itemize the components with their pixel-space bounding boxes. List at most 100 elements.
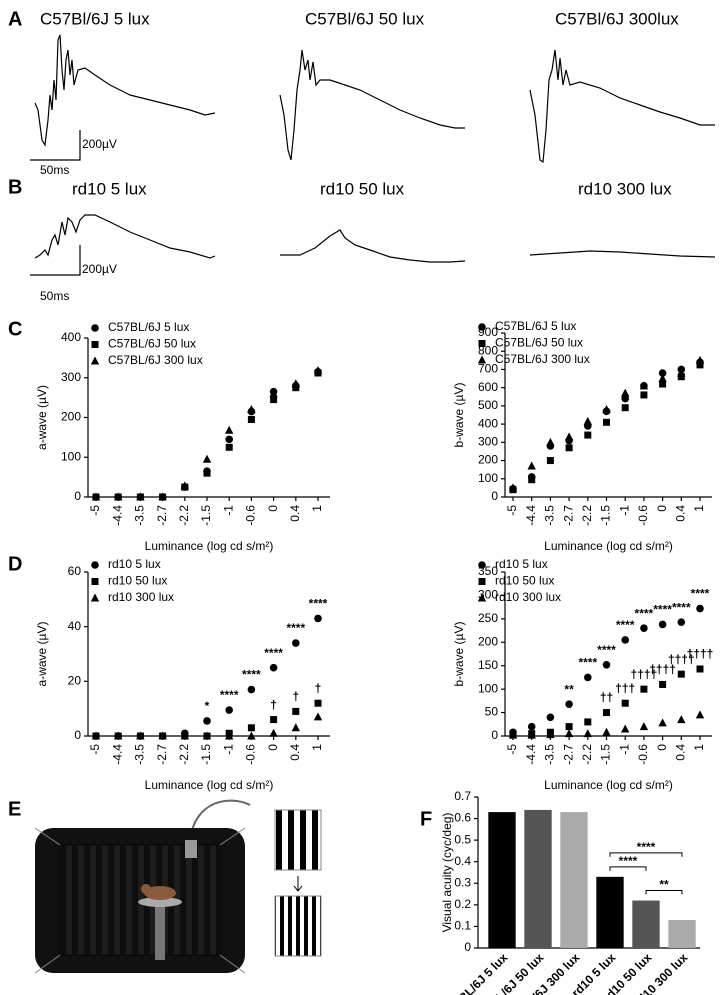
y-tick-label: 0.3 — [454, 875, 471, 889]
marker — [291, 723, 300, 732]
marker — [158, 731, 167, 740]
significance: **** — [220, 688, 239, 702]
x-tick-label: -1 — [617, 744, 631, 755]
x-tick-label: -3.5 — [133, 744, 147, 765]
significance: **** — [597, 643, 616, 657]
marker — [203, 469, 211, 477]
x-tick-label: -2.7 — [561, 744, 575, 765]
scale-label: 200µV — [82, 262, 117, 276]
marker — [565, 723, 573, 731]
marker — [477, 355, 487, 364]
x-tick-label: -5 — [505, 744, 519, 755]
x-tick-label: -2.2 — [177, 744, 191, 765]
y-tick-label: 0 — [491, 489, 498, 503]
marker — [91, 731, 101, 740]
marker — [564, 432, 574, 441]
marker — [269, 728, 278, 737]
marker — [291, 379, 300, 388]
significance: **** — [264, 646, 283, 660]
y-tick-label: 150 — [478, 658, 498, 672]
marker — [640, 685, 648, 693]
y-axis-label: a-wave (µV) — [35, 622, 49, 687]
marker — [603, 418, 610, 426]
marker — [546, 730, 555, 739]
y-axis-label: b-wave (µV) — [452, 383, 466, 448]
marker — [546, 437, 555, 446]
marker — [314, 699, 322, 707]
marker — [478, 340, 486, 347]
panel-label: B — [8, 176, 22, 198]
marker — [621, 724, 630, 733]
trace-title: rd10 5 lux — [72, 179, 147, 198]
marker — [528, 476, 536, 484]
marker — [247, 415, 255, 423]
scale-bar — [30, 245, 81, 276]
significance: ** — [564, 682, 574, 696]
marker — [658, 369, 667, 377]
bar — [524, 809, 552, 948]
marker — [269, 389, 278, 398]
marker — [508, 730, 518, 739]
marker — [313, 712, 323, 721]
marker — [602, 660, 611, 669]
y-tick-label: 0.5 — [454, 832, 471, 846]
y-tick-label: 700 — [478, 362, 498, 376]
y-tick-label: 0.6 — [454, 811, 471, 825]
y-tick-label: 200 — [478, 634, 498, 648]
significance: †††† — [631, 667, 658, 681]
marker — [114, 492, 123, 501]
x-tick-label: -2.7 — [561, 505, 575, 526]
x-axis-label: Luminance (log cd s/m²) — [145, 778, 274, 792]
marker — [584, 431, 592, 439]
marker — [180, 731, 189, 740]
x-tick-label: -2.2 — [580, 505, 594, 526]
trace-title: rd10 50 lux — [320, 179, 405, 198]
bar — [560, 812, 588, 948]
significance: **** — [242, 668, 261, 682]
marker — [247, 724, 255, 732]
marker — [247, 731, 256, 740]
marker — [695, 355, 705, 364]
x-tick-label: -0.6 — [244, 505, 258, 526]
x-tick-label: -1 — [221, 744, 235, 755]
erg-trace — [34, 34, 216, 147]
marker — [658, 620, 667, 629]
x-tick-label: 0.4 — [288, 505, 302, 522]
x-tick-label: 0 — [266, 744, 280, 751]
marker — [658, 718, 667, 727]
panel-label: E — [8, 798, 21, 820]
marker — [621, 404, 629, 412]
legend-label: C57BL/6J 300 lux — [108, 353, 203, 367]
marker — [247, 405, 256, 414]
erg-trace — [34, 214, 216, 259]
marker — [203, 717, 211, 725]
x-tick-label: 1 — [692, 505, 706, 512]
marker — [478, 323, 486, 331]
bracket — [609, 866, 647, 871]
marker — [659, 380, 667, 388]
legend-label: C57BL/6J 5 lux — [495, 319, 576, 333]
scale-bar — [30, 130, 81, 161]
marker — [91, 492, 101, 501]
marker — [639, 381, 649, 390]
marker — [677, 618, 686, 626]
trace-title: rd10 300 lux — [578, 179, 672, 198]
y-tick-label: 0 — [491, 728, 498, 742]
marker — [270, 396, 278, 404]
x-tick-label: -1.5 — [199, 744, 213, 765]
y-axis-label: a-wave (µV) — [35, 385, 49, 450]
x-tick-label: 0 — [655, 744, 669, 751]
scale-label: 200µV — [82, 137, 117, 151]
x-tick-label: -5 — [505, 505, 519, 516]
y-tick-label: 0.4 — [454, 854, 471, 868]
legend-label: rd10 5 lux — [108, 557, 161, 571]
erg-trace — [529, 250, 716, 258]
bar — [668, 919, 696, 948]
significance: † — [292, 690, 299, 704]
x-tick-label: -5 — [88, 744, 102, 755]
y-tick-label: 250 — [478, 611, 498, 625]
marker — [695, 710, 705, 719]
significance: † — [315, 681, 322, 695]
marker — [677, 373, 685, 381]
marker — [696, 361, 704, 369]
